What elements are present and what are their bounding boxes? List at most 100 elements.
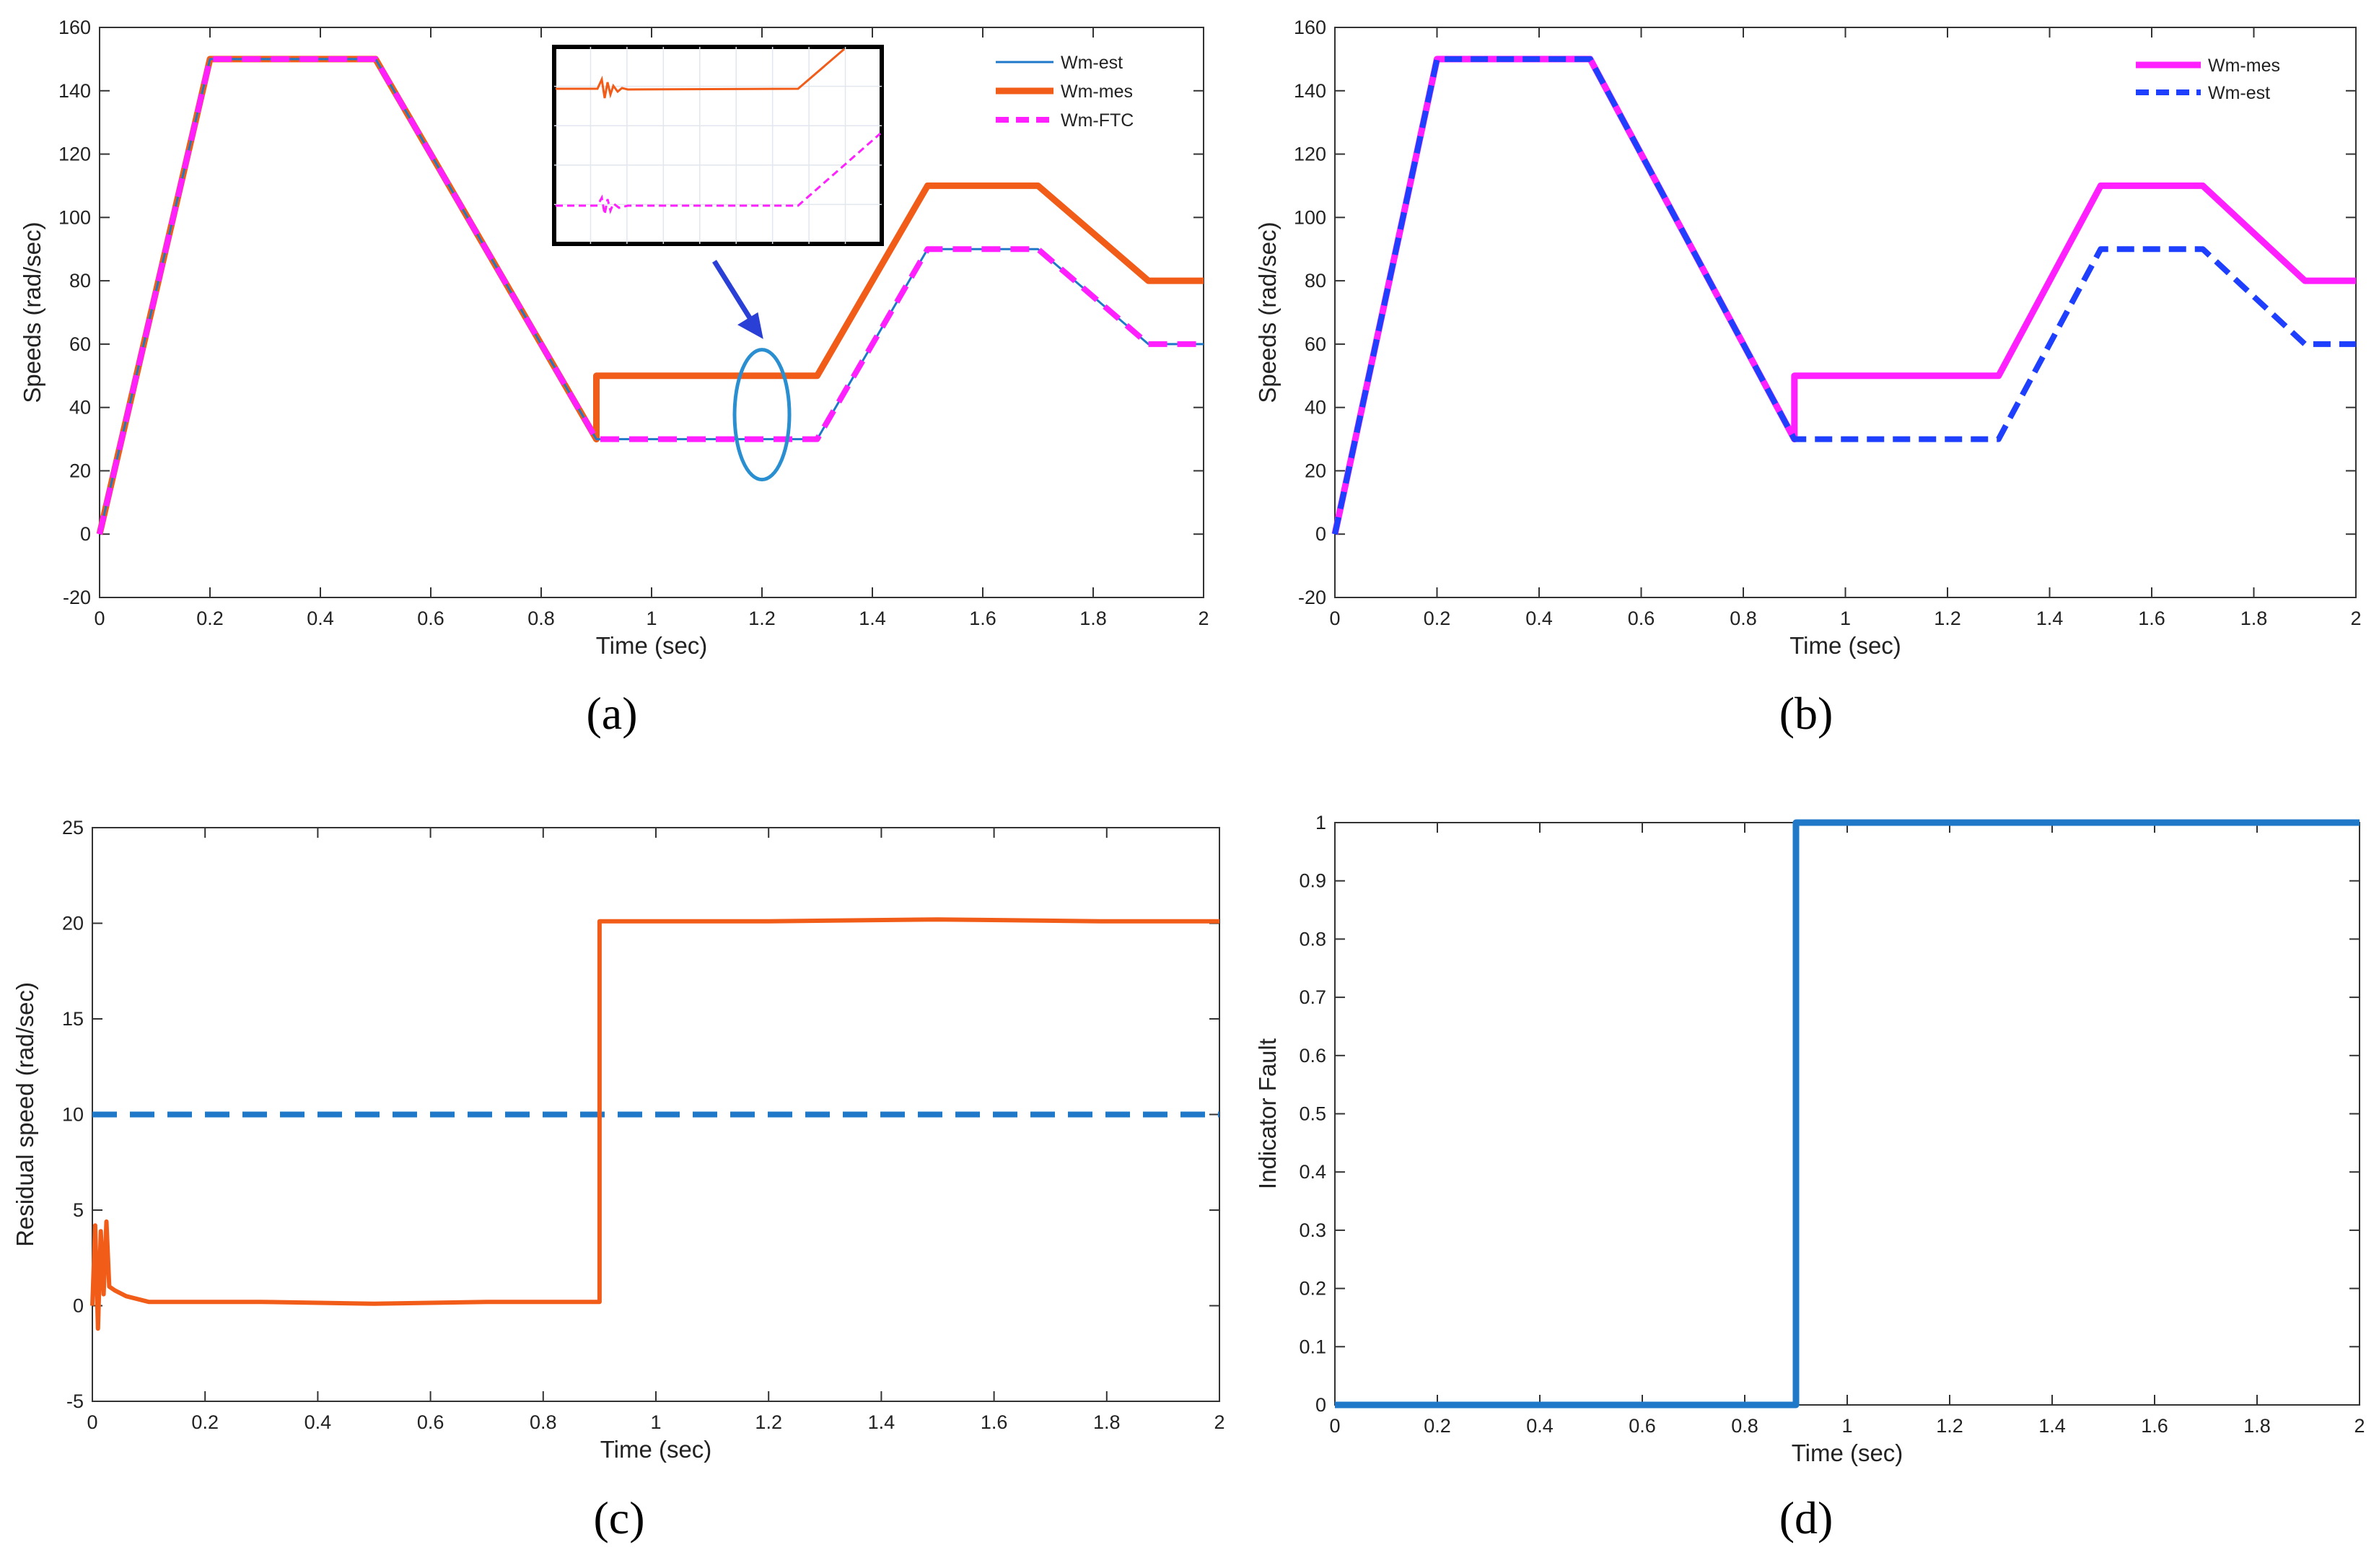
y-tick-label: 40 [69, 397, 91, 419]
panel-label: (c) [593, 1492, 644, 1543]
x-tick-label: 1.6 [969, 608, 996, 629]
y-tick-label: 60 [69, 333, 91, 355]
x-tick-label: 1.8 [1093, 1411, 1121, 1433]
indicator-line [1335, 819, 2360, 1409]
x-tick-label: 0.4 [305, 1411, 332, 1433]
x-axis-label: Time (sec) [1789, 632, 1901, 659]
chart-d: 0 0.2 0.4 0.6 0.8 1 1.2 1.4 1.6 1.8 2 0 0.1 0.2 0.3 0.4… [1254, 812, 2365, 1543]
x-tick-label: 0.2 [196, 608, 224, 629]
x-tick-label: 1 [650, 1411, 661, 1433]
x-tick-label: 1.4 [868, 1411, 895, 1433]
x-tick-label: 1.8 [2240, 608, 2268, 629]
x-tick-label: 1 [646, 608, 657, 629]
y-tick-label: 0.1 [1299, 1336, 1326, 1357]
x-tick-label: 1.2 [755, 1411, 782, 1433]
x-tick-label: 0.4 [307, 608, 334, 629]
y-tick-label: 0.6 [1299, 1045, 1326, 1066]
x-tick-label: 1.6 [2141, 1415, 2168, 1437]
x-tick-label: 1.4 [2036, 608, 2064, 629]
plot-area [1334, 822, 2360, 1406]
x-tick-label: 0.4 [1526, 1415, 1554, 1437]
residual-line [90, 917, 1219, 1331]
x-tick-label: 1.6 [2138, 608, 2165, 629]
inset-line-ftc [556, 132, 881, 215]
callout-arrow [712, 260, 756, 326]
x-tick-label: 0.8 [1731, 1415, 1758, 1437]
y-tick-label: 0.2 [1299, 1278, 1326, 1300]
series-line-wm-ftc [97, 56, 1204, 535]
x-tick-label: 0 [94, 608, 105, 629]
y-tick-label: 160 [58, 17, 91, 38]
y-tick-label: -5 [66, 1390, 84, 1412]
chart-c: 0 0.2 0.4 0.6 0.8 1 1.2 1.4 1.6 1.8 2-50510152025T… [12, 817, 1225, 1543]
x-tick-label: 1.8 [1079, 608, 1107, 629]
y-tick-label: 20 [1305, 460, 1326, 481]
x-tick-label: 1 [1841, 1415, 1852, 1437]
y-tick-label: -20 [1298, 587, 1326, 608]
y-tick-label: 100 [1294, 206, 1326, 228]
x-axis-label: Time (sec) [1792, 1440, 1903, 1466]
panel-label: (a) [586, 688, 637, 739]
panel-label: (d) [1779, 1492, 1833, 1543]
x-tick-label: 1 [1840, 608, 1851, 629]
x-tick-label: 0.6 [417, 608, 444, 629]
y-tick-label: 60 [1305, 333, 1326, 355]
y-tick-label: 140 [58, 80, 91, 102]
chart-a: 0 0.2 0.4 0.6 0.8 1 1.2 1.4 1.6 1.8 2-200204060801… [19, 17, 1209, 739]
x-axis-label: Time (sec) [600, 1436, 712, 1463]
legend: Wm-mes Wm-est [2136, 56, 2280, 103]
callout-arrowhead [737, 312, 763, 339]
x-tick-label: 2 [2354, 1415, 2365, 1437]
x-tick-label: 0.2 [1424, 1415, 1451, 1437]
y-tick-label: 0.3 [1299, 1219, 1326, 1241]
x-tick-label: 1.4 [859, 608, 886, 629]
x-tick-label: 1.8 [2243, 1415, 2271, 1437]
y-tick-label: -20 [63, 587, 91, 608]
y-tick-label: 0.4 [1299, 1161, 1326, 1183]
y-tick-label: 0 [1315, 1394, 1326, 1416]
legend-entry: Wm-mes [1061, 82, 1133, 102]
y-axis-label: Indicator Fault [1254, 1038, 1281, 1189]
legend-entry: Wm-est [2208, 83, 2270, 103]
y-tick-label: 0 [73, 1295, 84, 1317]
x-tick-label: 0 [1329, 1415, 1340, 1437]
x-tick-label: 0 [87, 1411, 97, 1433]
y-tick-label: 140 [1294, 80, 1326, 102]
x-tick-label: 0.6 [1628, 608, 1655, 629]
y-tick-label: 0.5 [1299, 1103, 1326, 1125]
y-tick-label: 1 [1315, 812, 1326, 833]
y-tick-label: 0.7 [1299, 986, 1326, 1008]
x-tick-label: 0.2 [1424, 608, 1451, 629]
y-axis-label: Residual speed (rad/sec) [12, 982, 38, 1247]
y-tick-label: 80 [1305, 270, 1326, 292]
inset-frame [552, 45, 884, 246]
y-tick-label: 20 [69, 460, 91, 481]
chart-b: 0 0.2 0.4 0.6 0.8 1 1.2 1.4 1.6 1.8 2-200204060801… [1254, 17, 2362, 739]
x-tick-label: 1.6 [981, 1411, 1008, 1433]
x-tick-label: 2 [2350, 608, 2361, 629]
x-tick-label: 1.2 [1936, 1415, 1963, 1437]
x-tick-label: 0.8 [530, 1411, 557, 1433]
y-tick-label: 5 [73, 1199, 84, 1221]
y-axis-label: Speeds (rad/sec) [19, 222, 45, 403]
x-tick-label: 0.8 [1730, 608, 1757, 629]
x-tick-label: 1.2 [748, 608, 776, 629]
x-tick-label: 0.2 [191, 1411, 219, 1433]
y-tick-label: 10 [62, 1104, 84, 1126]
legend-entry: Wm-FTC [1061, 110, 1134, 131]
legend: Wm-est Wm-mes Wm-FTC [996, 53, 1134, 131]
y-tick-label: 120 [1294, 144, 1326, 165]
zoom-ellipse [732, 348, 792, 482]
legend-entry: Wm-est [1061, 53, 1123, 73]
y-tick-label: 0 [1315, 523, 1326, 545]
legend-entry: Wm-mes [2208, 56, 2280, 76]
y-tick-label: 0 [80, 523, 91, 545]
inset-zoom [552, 45, 884, 246]
x-tick-label: 2 [1198, 608, 1209, 629]
x-tick-label: 0.6 [1629, 1415, 1656, 1437]
x-tick-label: 0.4 [1525, 608, 1553, 629]
x-tick-label: 0 [1329, 608, 1340, 629]
y-tick-label: 0.8 [1299, 928, 1326, 950]
x-tick-label: 2 [1214, 1411, 1224, 1433]
